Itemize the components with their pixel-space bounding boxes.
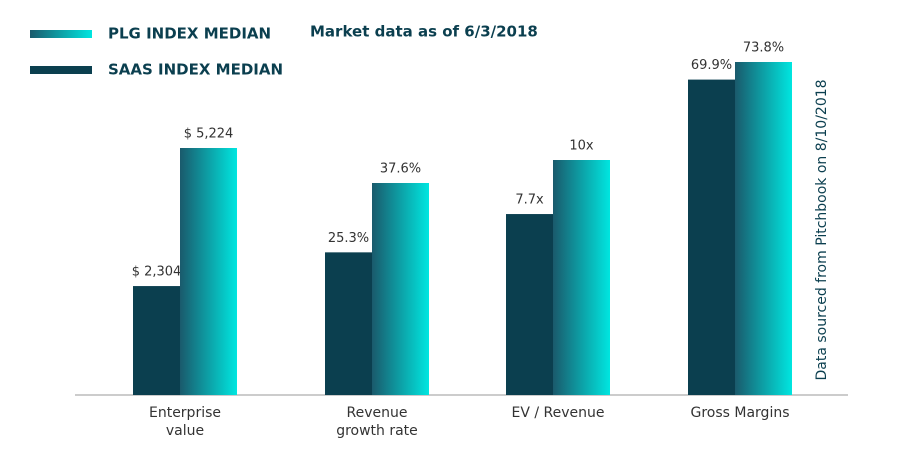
x-tick-label: Gross Margins xyxy=(690,405,790,421)
x-tick-label: Revenue growth rate xyxy=(336,405,418,439)
value-label: 25.3% xyxy=(328,231,369,246)
value-label: $ 5,224 xyxy=(184,127,234,142)
x-tick-label: Enterprise value xyxy=(148,405,222,439)
bar xyxy=(553,160,610,395)
bar xyxy=(688,79,735,395)
bar xyxy=(735,62,792,395)
subtitle: Market data as of 6/3/2018 xyxy=(310,23,538,41)
value-label: 69.9% xyxy=(691,58,732,73)
value-label: 7.7x xyxy=(515,193,544,208)
bar xyxy=(506,214,553,395)
value-label: $ 2,304 xyxy=(132,265,182,280)
value-label: 10x xyxy=(569,139,594,154)
legend-label: PLG INDEX MEDIAN xyxy=(108,25,271,43)
bar xyxy=(372,183,429,395)
value-label: 37.6% xyxy=(380,162,421,177)
value-label: 73.8% xyxy=(743,41,784,56)
annotation: Data sourced from Pitchbook on 8/10/2018 xyxy=(814,79,830,380)
legend-swatch xyxy=(30,30,92,38)
bar xyxy=(133,286,180,395)
x-tick-label: EV / Revenue xyxy=(511,405,605,421)
bar xyxy=(325,252,372,395)
legend-label: SAAS INDEX MEDIAN xyxy=(108,61,283,79)
bar xyxy=(180,148,237,395)
legend-swatch xyxy=(30,66,92,74)
